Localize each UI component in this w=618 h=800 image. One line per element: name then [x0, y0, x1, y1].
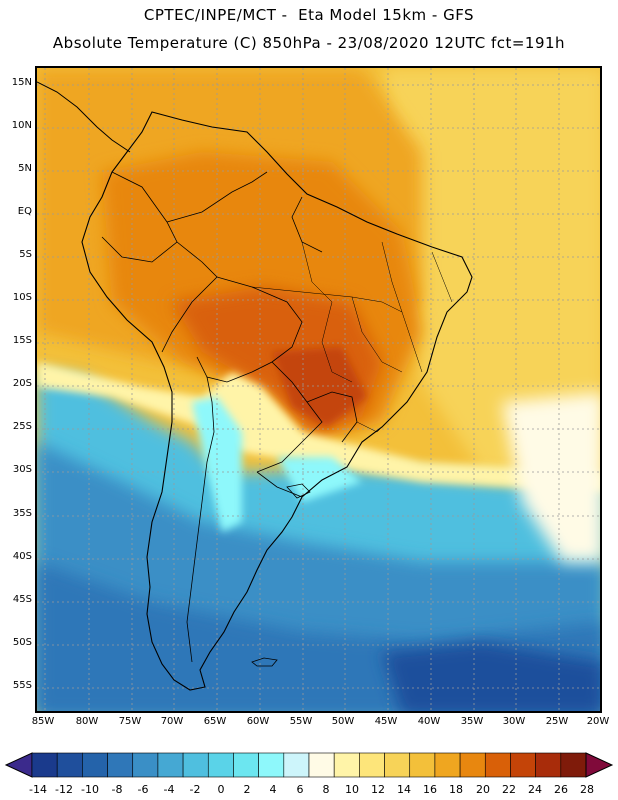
colorbar-swatch	[31, 752, 58, 778]
colorbar-label: -4	[163, 783, 175, 796]
lon-label: 50W	[331, 716, 355, 727]
map-canvas	[37, 68, 600, 711]
colorbar-left-arrow	[4, 752, 33, 778]
colorbar-swatch	[384, 752, 411, 778]
lon-label: 80W	[75, 716, 99, 727]
lon-label: 85W	[31, 716, 55, 727]
lat-label: 30S	[12, 464, 32, 475]
colorbar-label: 20	[476, 783, 490, 796]
lon-label: 35W	[460, 716, 484, 727]
lat-label: 55S	[12, 680, 32, 691]
colorbar-label: 8	[322, 783, 330, 796]
lon-label: 75W	[118, 716, 142, 727]
colorbar-swatch	[409, 752, 436, 778]
state-borders	[251, 241, 453, 433]
colorbar	[4, 752, 614, 778]
lat-label: 20S	[12, 378, 32, 389]
colorbar-swatch	[434, 752, 461, 778]
colorbar-swatch	[132, 752, 159, 778]
colorbar-label: 18	[449, 783, 463, 796]
colorbar-label: 2	[243, 783, 251, 796]
colorbar-swatch	[82, 752, 108, 778]
south-america-outline	[81, 111, 473, 691]
colorbar-label: -8	[111, 783, 123, 796]
lon-label: 45W	[374, 716, 398, 727]
rio-de-la-plata-outline	[286, 483, 311, 499]
transition-band	[37, 362, 600, 492]
colorbar-label: 26	[554, 783, 568, 796]
colorbar-right-arrow	[585, 752, 614, 778]
temperature-map	[35, 66, 602, 713]
lat-label: 15S	[12, 335, 32, 346]
lat-label: 35S	[12, 508, 32, 519]
colorbar-swatch	[560, 752, 587, 778]
lon-label: 25W	[545, 716, 569, 727]
colorbar-label: 4	[269, 783, 277, 796]
colorbar-swatch	[484, 752, 511, 778]
colorbar-swatch	[182, 752, 209, 778]
colorbar-swatch	[459, 752, 486, 778]
colorbar-label: -10	[81, 783, 99, 796]
colorbar-swatch	[233, 752, 259, 778]
title-line-1: CPTEC/INPE/MCT - Eta Model 15km - GFS	[143, 6, 475, 24]
colorbar-label: 0	[217, 783, 225, 796]
colorbar-swatch	[207, 752, 234, 778]
lon-label: 65W	[203, 716, 227, 727]
lat-label: 5S	[19, 249, 32, 260]
hottest-core-field	[272, 347, 367, 427]
colorbar-swatch	[535, 752, 562, 778]
lat-label: 10S	[12, 292, 32, 303]
colorbar-label: 16	[423, 783, 437, 796]
lat-label: 25S	[12, 421, 32, 432]
colorbar-label: -12	[55, 783, 73, 796]
colorbar-label: 12	[371, 783, 385, 796]
lat-label: 45S	[12, 594, 32, 605]
country-borders	[101, 171, 358, 663]
lon-label: 40W	[417, 716, 441, 727]
colorbar-swatch	[157, 752, 184, 778]
lon-label: 55W	[289, 716, 313, 727]
colorbar-swatch	[283, 752, 310, 778]
uruguay-cyan-patch	[277, 457, 362, 502]
lat-label: EQ	[17, 206, 32, 217]
lon-label: 20W	[586, 716, 610, 727]
colorbar-label: 10	[345, 783, 359, 796]
colorbar-swatch	[258, 752, 285, 778]
lon-label: 70W	[160, 716, 184, 727]
colorbar-label: 24	[528, 783, 542, 796]
lat-label: 50S	[12, 637, 32, 648]
central-america-outline	[37, 81, 131, 153]
colorbar-label: 22	[502, 783, 516, 796]
lat-label: 40S	[12, 551, 32, 562]
colorbar-label: 6	[296, 783, 304, 796]
lon-label: 60W	[246, 716, 270, 727]
lat-label: 10N	[11, 120, 32, 131]
lon-label: 30W	[502, 716, 526, 727]
colorbar-swatch	[107, 752, 134, 778]
title-line-2: Absolute Temperature (C) 850hPa - 23/08/…	[52, 34, 566, 52]
colorbar-swatch	[333, 752, 360, 778]
colorbar-swatch	[510, 752, 536, 778]
lat-label: 5N	[18, 163, 32, 174]
northeast-field	[382, 68, 600, 472]
pale-ocean-field	[502, 392, 600, 562]
colorbar-swatch	[359, 752, 385, 778]
colorbar-label: -2	[189, 783, 201, 796]
falkland-islands	[251, 657, 278, 667]
colorbar-swatch	[308, 752, 335, 778]
colorbar-label: 14	[397, 783, 411, 796]
colorbar-label: -6	[137, 783, 149, 796]
coldest-field	[382, 642, 600, 711]
lat-label: 15N	[11, 77, 32, 88]
colorbar-label: 28	[580, 783, 594, 796]
colorbar-swatch	[56, 752, 83, 778]
colorbar-label: -14	[29, 783, 47, 796]
